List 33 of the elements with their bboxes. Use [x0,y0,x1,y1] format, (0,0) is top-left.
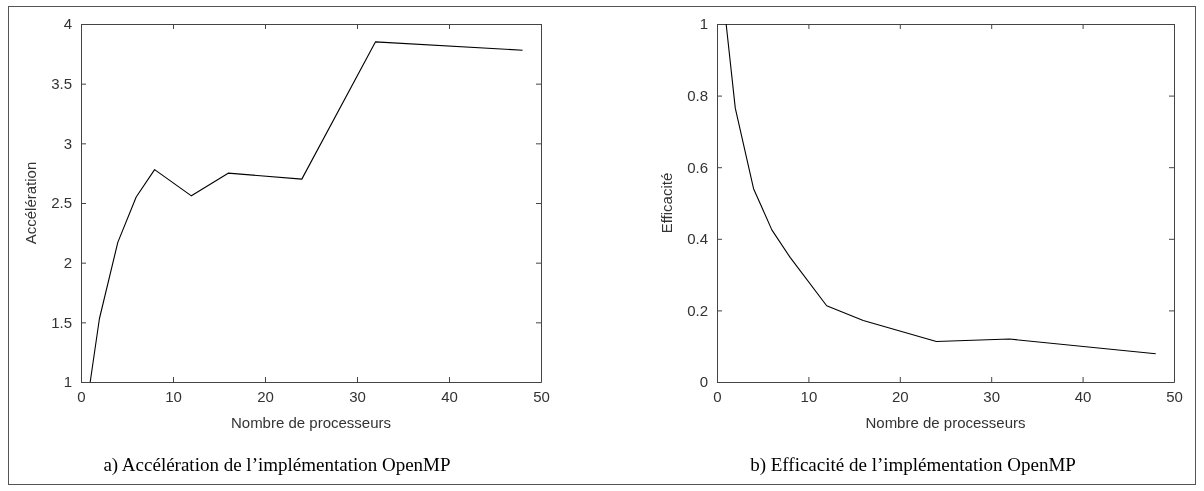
x-tick-label: 30 [983,387,1001,405]
x-tick-label: 0 [713,387,722,405]
y-axis-title: Efficacité [658,172,675,234]
line-series [89,41,524,383]
y-tick-label: 1 [699,15,708,33]
x-tick-label: 10 [800,387,818,405]
text: a) Accélération de l’implémentation OpenMP [103,454,451,476]
y-tick-label: 1 [63,373,72,391]
text: b) Efficacité de l’implémentation OpenMP [750,454,1076,476]
y-tick-label: 4 [63,15,72,33]
x-tick-label: 40 [441,387,458,405]
x-tick-label: 20 [891,387,909,405]
x-tick-label: 40 [1074,387,1092,405]
y-tick-label: 0.4 [687,230,708,248]
x-tick-label: 20 [257,387,274,405]
y-tick-label: 0.8 [687,86,708,104]
y-tick-label: 3.5 [51,74,72,92]
x-tick-label: 10 [165,387,182,405]
line-series [725,23,1157,355]
x-tick-label: 50 [533,387,550,405]
x-tick-label: 0 [77,387,86,405]
y-tick-label: 0 [699,373,708,391]
y-tick-label: 0.6 [687,158,708,176]
y-tick-label: 2.5 [51,194,72,212]
y-tick-label: 2 [63,253,72,271]
x-axis-title: Nombre de processeurs [865,414,1026,431]
x-tick-label: 50 [1166,387,1183,405]
y-tick-label: 3 [63,134,72,152]
x-axis-title: Nombre de processeurs [230,414,392,431]
y-tick-label: 0.2 [687,301,708,319]
y-tick-label: 1.5 [51,313,72,331]
x-tick-label: 30 [349,387,366,405]
y-axis-title: Accélération [22,161,39,245]
